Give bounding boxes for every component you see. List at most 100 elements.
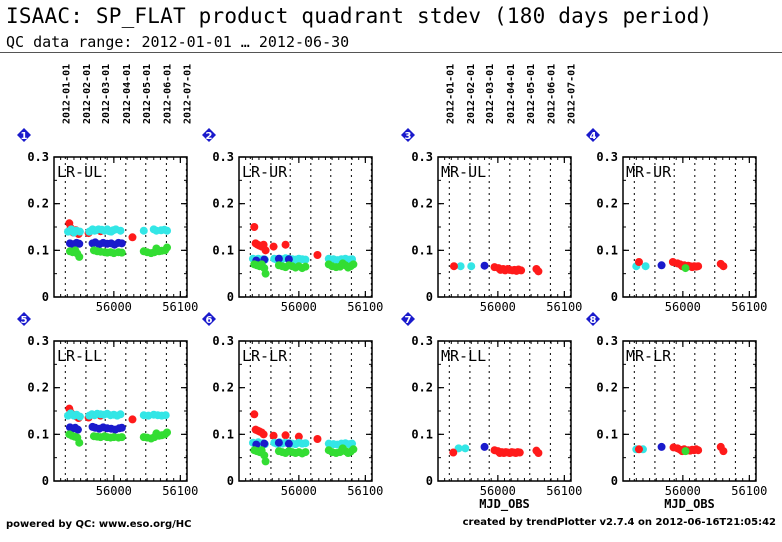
panel-2-quadrant-label: LR-UR bbox=[242, 163, 288, 181]
panel-7-point-red bbox=[515, 448, 524, 457]
panel-6-point-green bbox=[261, 457, 270, 466]
page-title: ISAAC: SP_FLAT product quadrant stdev (1… bbox=[6, 4, 713, 28]
panel-4-point-red bbox=[694, 262, 703, 271]
panel-1-point-green bbox=[163, 243, 172, 252]
panel-4-y-tick-label: 0 bbox=[611, 290, 618, 304]
panel-5-y-tick-label: 0 bbox=[42, 474, 49, 488]
panel-1-y-tick-label: 0.3 bbox=[27, 150, 49, 164]
panel-1-date-label: 2012-07-01 bbox=[182, 64, 193, 124]
panel-8-y-tick-label: 0 bbox=[611, 474, 618, 488]
panel-4-x-tick-label: 56000 bbox=[665, 300, 701, 314]
panel-1-date-label: 2012-03-01 bbox=[101, 64, 112, 124]
panel-8-point-red bbox=[719, 447, 728, 456]
panel-6-y-tick-label: 0.3 bbox=[212, 334, 234, 348]
panel-5-point-cyan bbox=[75, 412, 84, 421]
panel-1-date-label: 2012-06-01 bbox=[162, 64, 173, 124]
panel-4-y-tick-label: 0.2 bbox=[596, 197, 618, 211]
panel-4-point-red bbox=[719, 262, 728, 271]
panel-2-point-cyan bbox=[301, 255, 310, 264]
panel-2-point-green bbox=[301, 262, 310, 271]
panel-8-y-tick-label: 0.2 bbox=[596, 381, 618, 395]
panel-1-x-tick-label: 56100 bbox=[162, 300, 198, 314]
panel-3-date-label: 2012-06-01 bbox=[546, 64, 557, 124]
panel-3-date-label: 2012-07-01 bbox=[566, 64, 577, 124]
panel-2-y-tick-label: 0.3 bbox=[212, 150, 234, 164]
panel-6-badge-number: 6 bbox=[206, 315, 213, 326]
header-divider bbox=[0, 52, 782, 53]
panel-1-badge-diamond bbox=[17, 128, 31, 142]
panel-2-point-green bbox=[349, 260, 358, 269]
panel-4-point-cyan bbox=[641, 262, 650, 271]
panel-5-point-blue bbox=[73, 425, 82, 434]
panel-4-quadrant-label: MR-UR bbox=[626, 163, 672, 181]
panel-6-y-tick-label: 0 bbox=[227, 474, 234, 488]
panel-3-x-tick-label: 56000 bbox=[480, 300, 516, 314]
panel-5-y-tick-label: 0.3 bbox=[27, 334, 49, 348]
panel-8-quadrant-label: MR-LR bbox=[626, 347, 672, 365]
panel-3-date-label: 2012-02-01 bbox=[466, 64, 477, 124]
panel-1-quadrant-label: LR-UL bbox=[57, 163, 102, 181]
panel-3-badge-diamond bbox=[401, 128, 415, 142]
panel-7-badge-diamond bbox=[401, 312, 415, 326]
panel-5-y-tick-label: 0.2 bbox=[27, 381, 49, 395]
panel-6-x-tick-label: 56100 bbox=[347, 484, 383, 498]
panel-1-point-blue bbox=[117, 239, 126, 248]
panel-8-x-axis-label: MJD_OBS bbox=[664, 497, 715, 512]
panel-7-point-cyan bbox=[461, 444, 470, 453]
panel-7-y-tick-label: 0.3 bbox=[411, 334, 433, 348]
panel-2-y-tick-label: 0 bbox=[227, 290, 234, 304]
panel-6-point-red bbox=[281, 431, 290, 440]
panel-6-point-blue bbox=[260, 439, 269, 448]
panel-5-y-tick-label: 0.1 bbox=[27, 427, 49, 441]
panel-7-x-axis-label: MJD_OBS bbox=[479, 497, 530, 512]
panel-7-quadrant-label: MR-LL bbox=[441, 347, 486, 365]
panel-7-point-red bbox=[449, 448, 458, 457]
panel-1-point-cyan bbox=[75, 227, 84, 236]
panel-6-point-red bbox=[269, 431, 278, 440]
panel-6-x-tick-label: 56000 bbox=[281, 484, 317, 498]
panel-4-y-tick-label: 0.3 bbox=[596, 150, 618, 164]
footer-created-by: created by trendPlotter v2.7.4 on 2012-0… bbox=[462, 517, 776, 528]
panel-1-date-label: 2012-02-01 bbox=[82, 64, 93, 124]
panel-3-point-cyan bbox=[467, 262, 476, 271]
panel-2-point-red bbox=[269, 242, 278, 251]
panel-7-y-tick-label: 0.1 bbox=[411, 427, 433, 441]
panel-7-badge-number: 7 bbox=[405, 315, 412, 326]
panel-5-point-cyan bbox=[116, 410, 125, 419]
panel-1-date-label: 2012-04-01 bbox=[122, 64, 133, 124]
panel-8-point-red bbox=[634, 445, 643, 454]
footer-powered-by: powered by QC: www.eso.org/HC bbox=[6, 519, 192, 530]
panel-7-x-tick-label: 56000 bbox=[480, 484, 516, 498]
panel-3-point-red bbox=[517, 266, 526, 275]
panel-6-point-blue bbox=[274, 438, 283, 447]
page-subtitle: QC data range: 2012-01-01 … 2012-06-30 bbox=[6, 33, 350, 51]
panel-6-point-red bbox=[259, 430, 268, 439]
panel-1-point-red bbox=[128, 233, 137, 242]
panel-1-point-cyan bbox=[116, 226, 125, 235]
panel-6-point-blue bbox=[284, 439, 293, 448]
panel-4-badge-diamond bbox=[586, 128, 600, 142]
panel-3-point-red bbox=[534, 267, 543, 276]
panel-8-badge-diamond bbox=[586, 312, 600, 326]
panel-4-x-tick-label: 56100 bbox=[731, 300, 767, 314]
panel-6-y-tick-label: 0.2 bbox=[212, 381, 234, 395]
panel-5-quadrant-label: LR-LL bbox=[57, 347, 102, 365]
panel-1-x-tick-label: 56000 bbox=[96, 300, 132, 314]
panel-6-quadrant-label: LR-LR bbox=[242, 347, 288, 365]
panel-3-point-cyan bbox=[456, 262, 465, 271]
panel-7-y-tick-label: 0.2 bbox=[411, 381, 433, 395]
panel-2-point-red bbox=[313, 251, 322, 259]
panel-7-y-tick-label: 0 bbox=[426, 474, 433, 488]
panel-2-x-tick-label: 56100 bbox=[347, 300, 383, 314]
panel-6-point-red bbox=[294, 432, 303, 441]
panel-7-point-blue bbox=[480, 442, 489, 451]
panel-2-point-blue bbox=[284, 255, 293, 264]
panel-3-date-label: 2012-03-01 bbox=[485, 64, 496, 124]
panel-2-y-tick-label: 0.1 bbox=[212, 243, 234, 257]
panel-8-y-tick-label: 0.1 bbox=[596, 427, 618, 441]
panel-5-badge-number: 5 bbox=[21, 315, 28, 326]
panel-2-y-tick-label: 0.2 bbox=[212, 197, 234, 211]
panel-1-point-cyan bbox=[163, 226, 172, 235]
panel-5-point-green bbox=[117, 433, 126, 442]
